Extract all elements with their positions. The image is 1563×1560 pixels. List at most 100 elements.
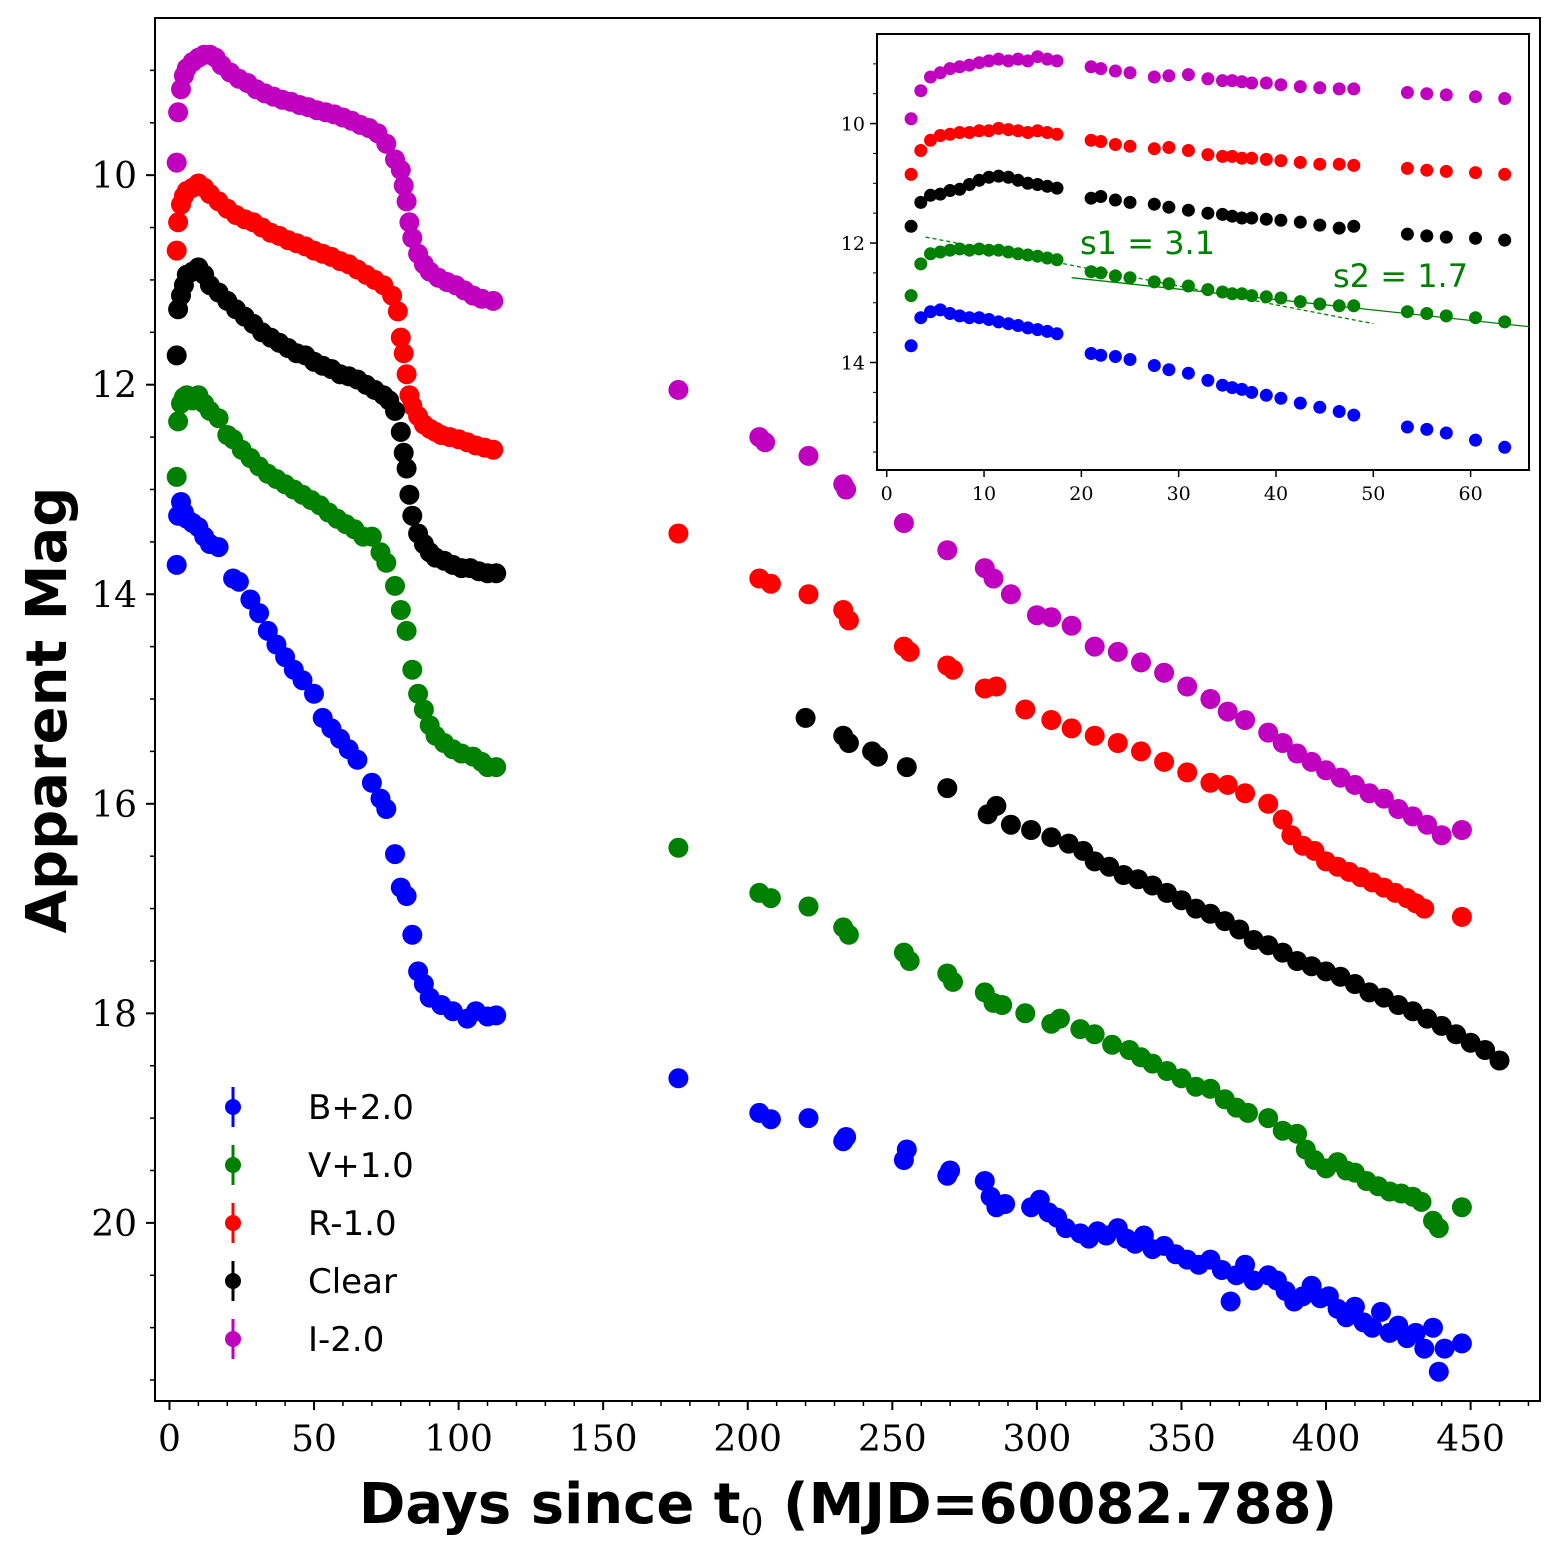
data-point	[1272, 733, 1293, 753]
inset-data-point	[1469, 311, 1482, 325]
data-point	[1428, 1361, 1449, 1382]
data-point	[408, 683, 429, 704]
inset-data-point	[992, 121, 1006, 135]
data-point	[385, 400, 405, 421]
data-point	[899, 951, 920, 971]
legend-label: Clear	[308, 1262, 397, 1302]
inset-data-point	[992, 52, 1006, 66]
data-point	[402, 228, 423, 248]
inset-data-point	[992, 169, 1006, 183]
data-point	[1061, 718, 1082, 739]
inset-data-point	[1094, 135, 1108, 148]
data-point	[798, 1108, 819, 1129]
series-3	[166, 173, 1472, 927]
inset-data-point	[914, 84, 928, 98]
inset-data-point	[1084, 60, 1098, 74]
legend-marker	[225, 1099, 241, 1115]
data-point	[1489, 1050, 1510, 1071]
data-point	[396, 364, 417, 385]
data-point	[292, 670, 313, 691]
data-point	[1258, 722, 1279, 743]
x-tick-label: 450	[1436, 1419, 1505, 1460]
data-point	[396, 458, 417, 479]
inset-data-point	[962, 126, 976, 139]
data-point	[166, 345, 187, 366]
x-axis-title-subscript: 0	[741, 1503, 764, 1544]
data-point	[1414, 1338, 1435, 1359]
data-point	[304, 683, 324, 704]
inset-data-point	[943, 184, 957, 197]
inset-data-point	[1400, 161, 1414, 175]
inset-data-point	[1050, 54, 1064, 68]
inset-x-tick-label: 50	[1361, 483, 1385, 505]
inset-data-point	[953, 60, 967, 74]
inset-data-point	[1201, 72, 1215, 86]
data-point	[390, 600, 411, 620]
inset-data-point	[1216, 378, 1229, 392]
x-axis-title: Days since t0 (MJD=60082.788)	[359, 1472, 1337, 1544]
inset-data-point	[1040, 52, 1054, 66]
data-point	[1451, 820, 1472, 840]
inset-data-point	[1181, 68, 1195, 82]
inset-data-point	[1347, 408, 1361, 422]
inset-x-tick-label: 30	[1167, 483, 1191, 505]
data-point	[992, 995, 1013, 1015]
inset-data-point	[1347, 299, 1361, 313]
inset-series-5	[904, 303, 1512, 454]
data-point	[249, 603, 270, 624]
inset-data-point	[1439, 88, 1453, 102]
data-point	[1200, 772, 1221, 793]
inset-data-point	[953, 309, 967, 323]
data-point	[1107, 733, 1128, 753]
data-point	[1131, 741, 1151, 762]
data-point	[1451, 906, 1472, 927]
inset-data-point	[1274, 213, 1288, 227]
data-point	[166, 152, 187, 173]
data-point	[1451, 1197, 1472, 1218]
data-point	[396, 886, 417, 906]
data-point	[1015, 1003, 1036, 1024]
inset-data-point	[1274, 391, 1288, 405]
legend-label: B+2.0	[308, 1088, 414, 1128]
inset-data-point	[1050, 181, 1064, 195]
inset-data-point	[1181, 279, 1195, 293]
inset-data-point	[1181, 144, 1195, 157]
data-point	[836, 1127, 857, 1147]
data-point	[483, 439, 504, 460]
inset-data-point	[1225, 209, 1239, 223]
x-tick-label: 250	[858, 1419, 927, 1460]
inset-data-point	[904, 289, 918, 303]
inset-data-point	[1201, 373, 1215, 387]
inset-data-point	[1259, 212, 1273, 226]
inset-data-point	[1011, 52, 1025, 66]
data-point	[1041, 710, 1062, 730]
inset-data-point	[1332, 405, 1346, 418]
inset-data-point	[943, 62, 957, 76]
data-point	[899, 641, 920, 662]
inset-data-point	[1216, 149, 1229, 163]
data-point	[760, 888, 781, 909]
inset-data-point	[1469, 90, 1482, 104]
inset-data-point	[1011, 319, 1025, 332]
inset-data-point	[1084, 265, 1098, 279]
data-point	[393, 442, 414, 463]
data-point	[1414, 898, 1435, 919]
inset-data-point	[1094, 62, 1108, 76]
inset-data-point	[1147, 142, 1161, 156]
inset-data-point	[924, 247, 937, 261]
data-point	[376, 799, 397, 819]
inset-data-point	[1235, 151, 1249, 165]
inset-data-point	[1031, 249, 1045, 263]
main-plot-frame	[154, 17, 1541, 1402]
inset-data-point	[1313, 81, 1327, 95]
inset-data-point	[914, 257, 928, 271]
data-point	[1177, 676, 1198, 697]
inset-data-point	[1313, 400, 1327, 414]
inset-data-point	[1293, 80, 1307, 94]
main-plot-marks	[166, 44, 1510, 1382]
y-tick-label: 18	[91, 994, 137, 1035]
legend-marker	[225, 1215, 241, 1231]
data-point	[798, 445, 819, 466]
inset-data-point	[1001, 317, 1015, 331]
